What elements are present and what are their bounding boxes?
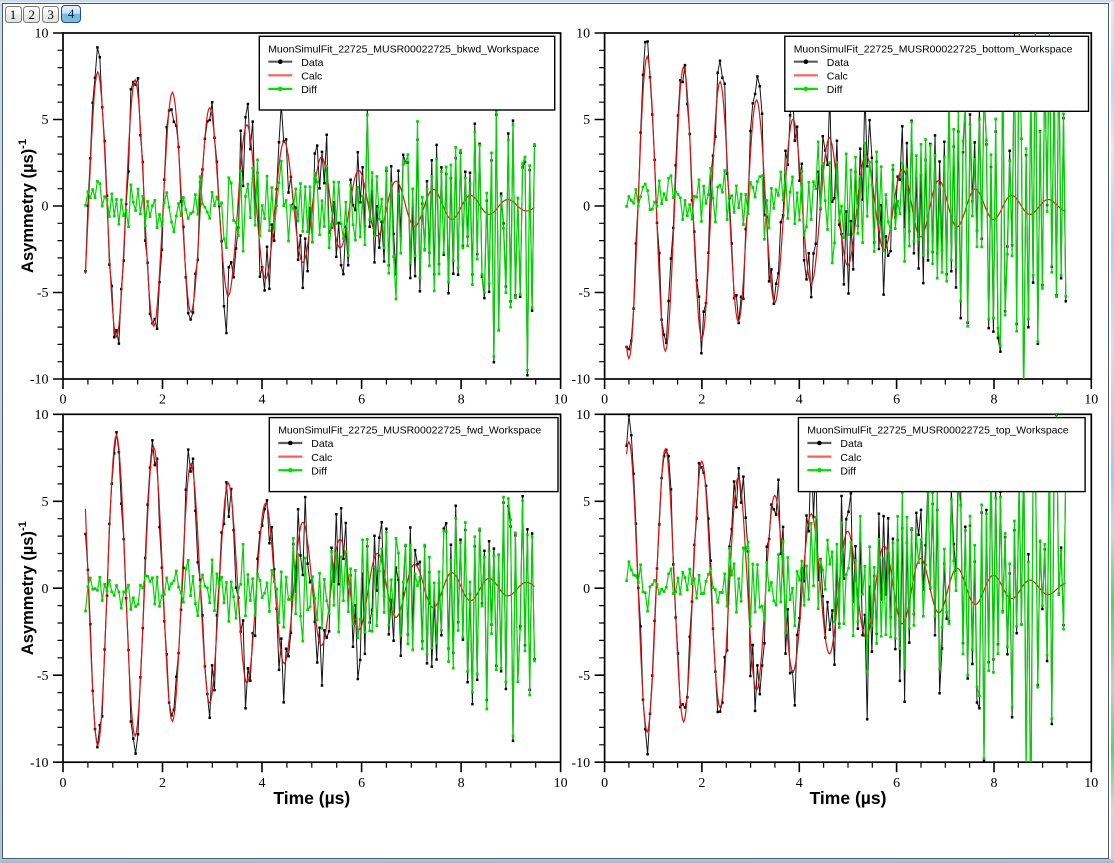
svg-text:Data: Data bbox=[311, 438, 333, 450]
svg-text:2: 2 bbox=[698, 776, 705, 791]
svg-text:0: 0 bbox=[583, 582, 590, 597]
svg-text:Diff: Diff bbox=[840, 465, 856, 477]
svg-text:6: 6 bbox=[358, 393, 365, 408]
svg-text:5: 5 bbox=[583, 495, 590, 510]
svg-text:10: 10 bbox=[576, 27, 590, 42]
svg-text:0: 0 bbox=[42, 582, 49, 597]
svg-text:4: 4 bbox=[796, 776, 803, 791]
svg-text:Calc: Calc bbox=[827, 71, 848, 83]
svg-text:Data: Data bbox=[827, 57, 849, 69]
svg-text:Time (µs): Time (µs) bbox=[273, 788, 350, 808]
svg-text:Diff: Diff bbox=[301, 84, 317, 96]
svg-text:2: 2 bbox=[698, 393, 705, 408]
svg-text:4: 4 bbox=[259, 776, 266, 791]
svg-text:5: 5 bbox=[42, 113, 49, 128]
svg-text:8: 8 bbox=[991, 776, 998, 791]
svg-text:-10: -10 bbox=[30, 756, 49, 771]
svg-text:6: 6 bbox=[893, 776, 900, 791]
svg-text:10: 10 bbox=[576, 408, 590, 423]
svg-text:10: 10 bbox=[35, 408, 49, 423]
svg-text:Time (µs): Time (µs) bbox=[810, 788, 887, 808]
svg-text:Diff: Diff bbox=[827, 84, 843, 96]
svg-text:-5: -5 bbox=[578, 669, 590, 684]
svg-text:0: 0 bbox=[601, 776, 608, 791]
svg-text:10: 10 bbox=[1084, 393, 1098, 408]
svg-text:10: 10 bbox=[35, 27, 49, 42]
svg-text:Asymmetry (µs)-1: Asymmetry (µs)-1 bbox=[17, 521, 37, 655]
svg-text:4: 4 bbox=[259, 393, 266, 408]
svg-text:8: 8 bbox=[458, 393, 465, 408]
svg-text:8: 8 bbox=[458, 776, 465, 791]
svg-text:Calc: Calc bbox=[301, 71, 322, 83]
svg-text:MuonSimulFit_22725_MUSR0002272: MuonSimulFit_22725_MUSR00022725_bottom_W… bbox=[794, 43, 1073, 55]
svg-text:Asymmetry (µs)-1: Asymmetry (µs)-1 bbox=[17, 139, 37, 273]
svg-text:MuonSimulFit_22725_MUSR0002272: MuonSimulFit_22725_MUSR00022725_bkwd_Wor… bbox=[268, 43, 539, 55]
svg-text:4: 4 bbox=[796, 393, 803, 408]
svg-text:5: 5 bbox=[42, 495, 49, 510]
svg-text:2: 2 bbox=[159, 776, 166, 791]
svg-text:2: 2 bbox=[159, 393, 166, 408]
svg-text:-10: -10 bbox=[30, 373, 49, 388]
svg-text:8: 8 bbox=[991, 393, 998, 408]
svg-text:0: 0 bbox=[60, 393, 67, 408]
svg-text:-10: -10 bbox=[571, 756, 590, 771]
svg-text:0: 0 bbox=[601, 393, 608, 408]
svg-text:Data: Data bbox=[840, 438, 862, 450]
svg-text:MuonSimulFit_22725_MUSR0002272: MuonSimulFit_22725_MUSR00022725_top_Work… bbox=[807, 425, 1068, 437]
svg-text:10: 10 bbox=[554, 393, 568, 408]
svg-text:0: 0 bbox=[583, 200, 590, 215]
svg-text:10: 10 bbox=[1084, 776, 1098, 791]
svg-text:Calc: Calc bbox=[840, 452, 861, 464]
svg-text:0: 0 bbox=[42, 200, 49, 215]
svg-text:-5: -5 bbox=[37, 669, 49, 684]
svg-text:MuonSimulFit_22725_MUSR0002272: MuonSimulFit_22725_MUSR00022725_fwd_Work… bbox=[278, 425, 541, 437]
svg-text:0: 0 bbox=[60, 776, 67, 791]
svg-text:6: 6 bbox=[893, 393, 900, 408]
svg-text:-10: -10 bbox=[571, 373, 590, 388]
svg-text:Diff: Diff bbox=[311, 465, 327, 477]
svg-text:-5: -5 bbox=[37, 286, 49, 301]
svg-text:-5: -5 bbox=[578, 286, 590, 301]
svg-text:Data: Data bbox=[301, 57, 323, 69]
svg-text:10: 10 bbox=[554, 776, 568, 791]
svg-text:6: 6 bbox=[358, 776, 365, 791]
svg-text:5: 5 bbox=[583, 113, 590, 128]
svg-text:Calc: Calc bbox=[311, 452, 332, 464]
